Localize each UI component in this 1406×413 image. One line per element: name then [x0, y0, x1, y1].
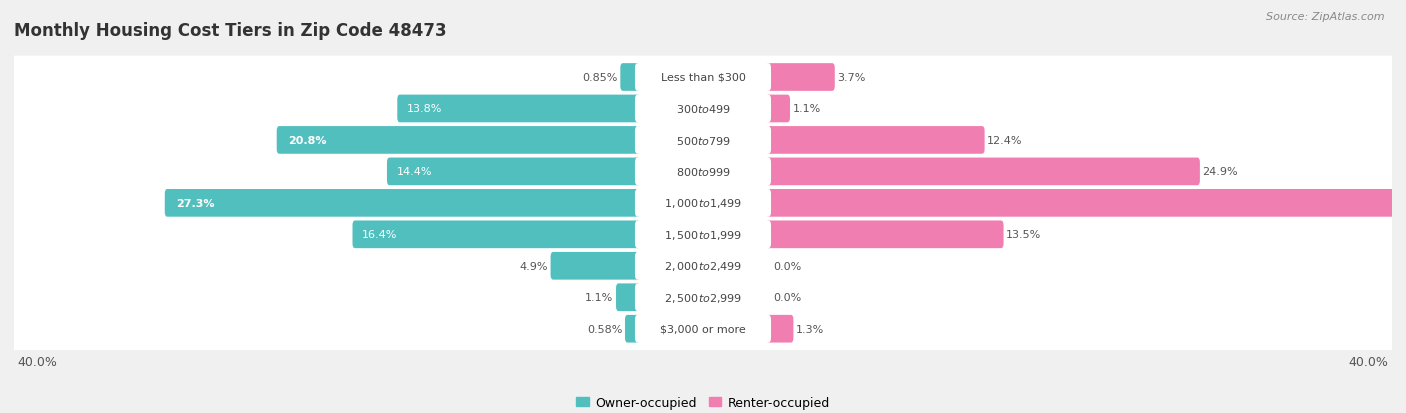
Text: 4.9%: 4.9% — [519, 261, 548, 271]
FancyBboxPatch shape — [8, 151, 1398, 193]
Text: 0.0%: 0.0% — [773, 261, 801, 271]
Text: 1.1%: 1.1% — [585, 292, 613, 302]
FancyBboxPatch shape — [636, 158, 770, 186]
Text: 13.8%: 13.8% — [406, 104, 441, 114]
FancyBboxPatch shape — [8, 308, 1398, 350]
Text: $1,000 to $1,499: $1,000 to $1,499 — [664, 197, 742, 210]
Text: 1.1%: 1.1% — [793, 104, 821, 114]
FancyBboxPatch shape — [165, 190, 640, 217]
FancyBboxPatch shape — [636, 64, 770, 92]
FancyBboxPatch shape — [636, 315, 770, 343]
Text: $2,500 to $2,999: $2,500 to $2,999 — [664, 291, 742, 304]
Text: 16.4%: 16.4% — [361, 230, 398, 240]
Text: Monthly Housing Cost Tiers in Zip Code 48473: Monthly Housing Cost Tiers in Zip Code 4… — [14, 22, 447, 40]
FancyBboxPatch shape — [636, 252, 770, 280]
Text: 20.8%: 20.8% — [288, 135, 326, 145]
Legend: Owner-occupied, Renter-occupied: Owner-occupied, Renter-occupied — [571, 391, 835, 413]
Text: Source: ZipAtlas.com: Source: ZipAtlas.com — [1267, 12, 1385, 22]
FancyBboxPatch shape — [398, 95, 640, 123]
FancyBboxPatch shape — [551, 252, 640, 280]
FancyBboxPatch shape — [766, 315, 793, 343]
FancyBboxPatch shape — [8, 276, 1398, 319]
Text: 0.58%: 0.58% — [588, 324, 623, 334]
FancyBboxPatch shape — [8, 182, 1398, 225]
FancyBboxPatch shape — [8, 245, 1398, 287]
Text: $1,500 to $1,999: $1,500 to $1,999 — [664, 228, 742, 241]
FancyBboxPatch shape — [636, 190, 770, 217]
FancyBboxPatch shape — [766, 158, 1199, 186]
FancyBboxPatch shape — [766, 95, 790, 123]
Text: 27.3%: 27.3% — [176, 198, 215, 208]
FancyBboxPatch shape — [353, 221, 640, 249]
FancyBboxPatch shape — [8, 119, 1398, 162]
Text: $3,000 or more: $3,000 or more — [661, 324, 745, 334]
Text: 24.9%: 24.9% — [1202, 167, 1239, 177]
FancyBboxPatch shape — [626, 315, 640, 343]
FancyBboxPatch shape — [636, 284, 770, 311]
Text: $500 to $799: $500 to $799 — [675, 135, 731, 147]
FancyBboxPatch shape — [387, 158, 640, 186]
FancyBboxPatch shape — [636, 221, 770, 249]
Text: Less than $300: Less than $300 — [661, 73, 745, 83]
Text: $800 to $999: $800 to $999 — [675, 166, 731, 178]
FancyBboxPatch shape — [766, 221, 1004, 249]
FancyBboxPatch shape — [636, 95, 770, 123]
Text: 40.0%: 40.0% — [17, 356, 58, 368]
FancyBboxPatch shape — [766, 190, 1406, 217]
Text: 1.3%: 1.3% — [796, 324, 824, 334]
FancyBboxPatch shape — [8, 214, 1398, 256]
Text: 3.7%: 3.7% — [838, 73, 866, 83]
FancyBboxPatch shape — [766, 127, 984, 154]
FancyBboxPatch shape — [277, 127, 640, 154]
FancyBboxPatch shape — [620, 64, 640, 92]
Text: $2,000 to $2,499: $2,000 to $2,499 — [664, 260, 742, 273]
Text: 0.0%: 0.0% — [773, 292, 801, 302]
Text: 0.85%: 0.85% — [582, 73, 617, 83]
Text: 14.4%: 14.4% — [396, 167, 432, 177]
FancyBboxPatch shape — [616, 284, 640, 311]
Text: 40.0%: 40.0% — [1348, 356, 1389, 368]
FancyBboxPatch shape — [636, 127, 770, 154]
FancyBboxPatch shape — [766, 64, 835, 92]
Text: 12.4%: 12.4% — [987, 135, 1022, 145]
Text: $300 to $499: $300 to $499 — [675, 103, 731, 115]
FancyBboxPatch shape — [8, 88, 1398, 131]
FancyBboxPatch shape — [8, 57, 1398, 99]
Text: 13.5%: 13.5% — [1007, 230, 1042, 240]
